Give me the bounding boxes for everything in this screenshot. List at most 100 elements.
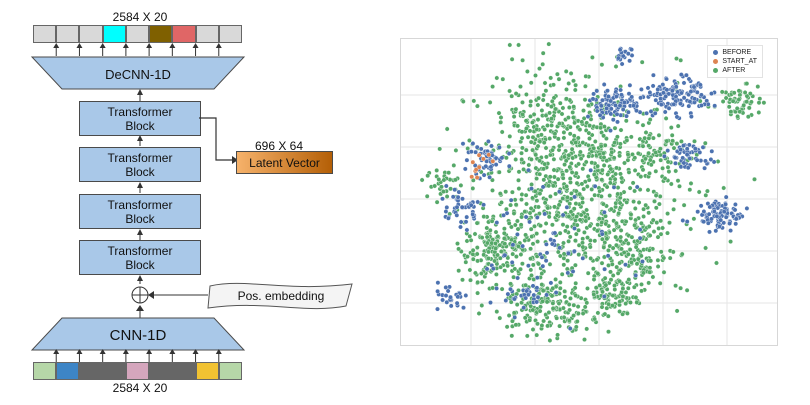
scatter-point-after (557, 323, 563, 329)
scatter-point-after (573, 201, 579, 207)
scatter-point-after (625, 157, 631, 163)
scatter-point-after (527, 128, 533, 134)
scatter-point-after (585, 235, 590, 241)
scatter-point-after (519, 150, 524, 156)
scatter-point-after (465, 254, 470, 260)
scatter-point-after (628, 300, 633, 305)
scatter-point-after (470, 256, 476, 262)
scatter-point-after (613, 234, 619, 240)
scatter-point-after (615, 185, 621, 191)
scatter-point-after (613, 171, 619, 177)
scatter-point-before (539, 254, 545, 260)
scatter-point-after (674, 56, 679, 61)
scatter-point-after (425, 173, 431, 179)
scatter-point-after (550, 300, 556, 306)
scatter-point-after (647, 233, 653, 238)
scatter-point-after (600, 201, 606, 207)
legend-label-start-at: START_AT (722, 58, 757, 65)
top-sequence-label: 2584 X 20 (112, 10, 168, 24)
scatter-point-before (687, 99, 693, 104)
scatter-point-after (650, 135, 656, 141)
scatter-point-before (542, 211, 548, 217)
scatter-point-after (673, 168, 679, 174)
scatter-point-after (639, 288, 644, 294)
scatter-point-after (625, 241, 631, 246)
scatter-point-after (471, 98, 477, 104)
scatter-point-before (475, 199, 481, 205)
sequence-cell (195, 25, 219, 43)
scatter-point-before (570, 268, 576, 274)
scatter-point-after (579, 195, 585, 201)
scatter-point-after (585, 270, 591, 276)
scatter-point-after (547, 174, 553, 180)
scatter-point-after (552, 131, 558, 137)
scatter-point-before (637, 227, 643, 233)
scatter-point-after (583, 73, 589, 79)
scatter-point-after (596, 216, 602, 222)
scatter-point-before (494, 285, 500, 291)
scatter-point-after (704, 188, 710, 194)
scatter-point-before (645, 85, 651, 91)
scatter-point-after (479, 271, 484, 276)
scatter-point-before (650, 83, 656, 89)
scatter-point-after (529, 234, 535, 240)
scatter-point-before (634, 184, 640, 190)
scatter-point-before (686, 76, 692, 82)
scatter-point-before (599, 231, 605, 237)
top-sequence-strip (33, 25, 242, 43)
scatter-point-after (508, 202, 514, 208)
scatter-point-after (619, 175, 625, 181)
scatter-point-after (494, 309, 500, 314)
scatter-point-before (540, 184, 546, 190)
scatter-point-after (566, 318, 572, 323)
scatter-point-before (597, 112, 603, 118)
scatter-point-after (460, 99, 466, 104)
scatter-point-after (534, 332, 540, 338)
scatter-point-after (484, 225, 490, 231)
scatter-point-after (600, 289, 605, 295)
scatter-point-after (521, 166, 527, 172)
scatter-point-after (499, 129, 505, 135)
scatter-point-after (573, 280, 579, 286)
scatter-point-after (599, 260, 605, 266)
sequence-cell (33, 362, 57, 380)
scatter-point-before (611, 184, 617, 190)
sequence-arrow (146, 349, 153, 362)
scatter-point-after (575, 310, 581, 316)
scatter-point-after (490, 177, 495, 183)
scatter-point-after (580, 311, 586, 316)
scatter-point-after (612, 176, 618, 182)
scatter-point-after (516, 186, 522, 192)
scatter-point-after (627, 185, 633, 191)
scatter-point-after (522, 315, 528, 321)
scatter-point-after (646, 224, 652, 229)
scatter-point-after (509, 56, 515, 62)
scatter-point-after (542, 127, 548, 132)
scatter-point-before (594, 108, 600, 114)
scatter-point-before (483, 163, 489, 169)
scatter-point-after (473, 270, 478, 276)
scatter-point-after (597, 188, 603, 194)
scatter-point-after (721, 185, 727, 191)
scatter-point-before (723, 214, 729, 220)
scatter-point-after (657, 280, 663, 286)
scatter-point-before (697, 150, 703, 155)
scatter-point-after (606, 329, 611, 335)
scatter-point-after (518, 252, 524, 257)
sequence-cell (56, 362, 80, 380)
scatter-point-before (490, 266, 496, 272)
scatter-point-after (579, 119, 585, 125)
scatter-point-before (580, 255, 586, 261)
scatter-point-after (541, 166, 546, 172)
scatter-point-after (555, 332, 561, 338)
scatter-point-before (709, 91, 714, 96)
scatter-point-before (458, 219, 464, 225)
scatter-point-after (587, 223, 593, 229)
scatter-point-after (518, 222, 524, 228)
scatter-point-after (501, 230, 507, 236)
scatter-point-after (577, 127, 583, 133)
scatter-point-after (560, 305, 566, 311)
scatter-point-after (496, 169, 502, 175)
scatter-point-after (506, 220, 512, 226)
scatter-point-after (609, 261, 615, 267)
